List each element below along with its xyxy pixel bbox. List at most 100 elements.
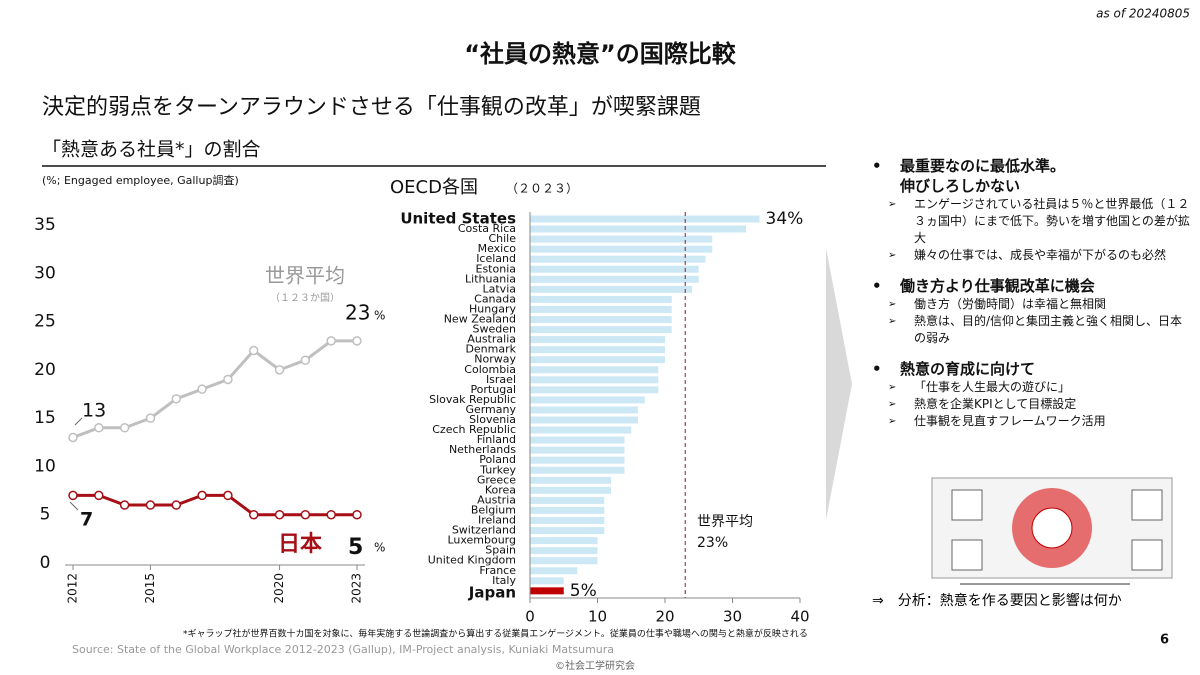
page-number: 6 [1160, 633, 1169, 648]
bar [530, 386, 659, 394]
point [352, 336, 362, 346]
category-label: Czech Republic [432, 423, 516, 436]
bar [530, 476, 611, 484]
bar [530, 527, 605, 535]
bullet-item: 仕事観を見直すフレームワーク活用 [868, 413, 1190, 430]
source: Source: State of the Global Workplace 20… [72, 643, 614, 656]
conclusion: ⇒ 分析：熱意を作る要因と影響は何か [872, 593, 1122, 609]
bar [530, 587, 564, 595]
line [72, 339, 357, 439]
bullet-item: 熱意は、目的/信仰と集団主義と強く相関し、日本の弱み [868, 313, 1190, 347]
bar [530, 336, 665, 344]
category-label: Poland [479, 453, 516, 466]
x-tick-label: 2023 [350, 573, 364, 604]
point [197, 384, 207, 394]
y-tick-label: 25 [34, 312, 56, 332]
bullet-heading: 最重要なのに最低水準。 [868, 156, 1190, 176]
point [223, 490, 233, 501]
point [326, 509, 336, 520]
bar [530, 537, 598, 545]
category-label: Japan [468, 583, 516, 601]
x-tick-label: 30 [723, 608, 742, 626]
category-label: Netherlands [449, 443, 516, 456]
bar [530, 446, 625, 454]
series-label: 世界平均 [265, 264, 345, 288]
section: 「熱意ある社員*」の割合 [42, 139, 261, 161]
category-label: Belgium [471, 503, 516, 516]
point [248, 509, 259, 520]
bullet-heading: 熱意の育成に向けて [868, 359, 1190, 379]
framework-diagram [931, 477, 1173, 585]
category-label: Latvia [483, 282, 517, 295]
bullet-item: 働き方（労働時間）は幸福と無相関 [868, 296, 1190, 313]
y-tick-label: 0 [40, 553, 51, 573]
bullet-item: 熱意を企業KPIとして目標設定 [868, 396, 1190, 413]
category-label: Estonia [476, 262, 517, 275]
bullet-item: エンゲージされている社員は５％と世界最低（１２３ヵ国中）にまで低下。勢いを増す他… [868, 196, 1190, 247]
bar [530, 356, 665, 364]
point [274, 509, 285, 520]
bar [530, 577, 564, 585]
category-label: Hungary [469, 302, 516, 315]
bar [530, 376, 659, 384]
bar [530, 567, 578, 575]
point [223, 374, 233, 385]
end-label: 23 [345, 301, 370, 325]
bar [530, 285, 692, 293]
y-tick-label: 5 [40, 505, 51, 525]
bar [530, 557, 598, 565]
unit: % [374, 309, 385, 323]
point [68, 432, 78, 443]
category-label: Slovenia [469, 413, 516, 426]
point [300, 355, 311, 365]
bar [530, 517, 605, 524]
bullet-item: 「仕事を人生最大の遊びに」 [868, 379, 1190, 396]
bar [530, 496, 605, 504]
bar [530, 547, 598, 555]
bar [530, 275, 699, 283]
point [171, 500, 182, 510]
series-label: 日本 [278, 532, 322, 557]
series-sublabel: （１２３か国） [270, 292, 340, 304]
category-label: Costa Rica [458, 222, 516, 235]
unit: % [374, 541, 385, 555]
bar [530, 366, 659, 374]
bar [530, 406, 638, 414]
category-label: Germany [465, 403, 516, 416]
bar [530, 225, 746, 233]
point [145, 413, 156, 423]
category-label: Norway [474, 353, 516, 366]
bar [530, 436, 625, 444]
arrow [826, 248, 852, 520]
category-label: Spain [485, 544, 516, 557]
bar [530, 326, 672, 334]
x-tick-label: 40 [790, 608, 809, 626]
subtitle: 決定的弱点をターンアラウンドさせる「仕事観の改革」が喫緊課題 [42, 95, 701, 120]
bar [530, 305, 672, 313]
bullet-section: 熱意の育成に向けて「仕事を人生最大の遊びに」熱意を企業KPIとして目標設定仕事観… [868, 359, 1190, 430]
y-tick-label: 20 [34, 360, 56, 380]
bullet-section: 最重要なのに最低水準。伸びしろしかないエンゲージされている社員は５％と世界最低（… [868, 156, 1190, 264]
bar [530, 456, 625, 464]
category-label: Chile [488, 232, 516, 245]
footnote: *ギャラップ社が世界百数十カ国を対象に、毎年実施する世論調査から算出する従業員エ… [183, 628, 808, 640]
category-label: Canada [474, 292, 516, 305]
leader [74, 417, 83, 426]
point [68, 490, 78, 501]
point [94, 423, 104, 433]
category-label: Iceland [476, 252, 516, 265]
chart-title: OECD各国 [390, 177, 478, 198]
category-label: Mexico [478, 242, 517, 255]
bar [530, 416, 638, 424]
category-label: Greece [477, 473, 516, 486]
category-label: Lithuania [465, 272, 516, 285]
category-label: New Zealand [444, 313, 516, 326]
category-label: Colombia [464, 363, 516, 376]
category-label: United States [400, 210, 516, 228]
category-label: Korea [485, 483, 516, 496]
point [94, 490, 104, 501]
point [248, 345, 259, 356]
unit-note: (%; Engaged employee, Gallup調査) [42, 173, 239, 187]
bar [530, 426, 632, 434]
point [326, 336, 336, 346]
